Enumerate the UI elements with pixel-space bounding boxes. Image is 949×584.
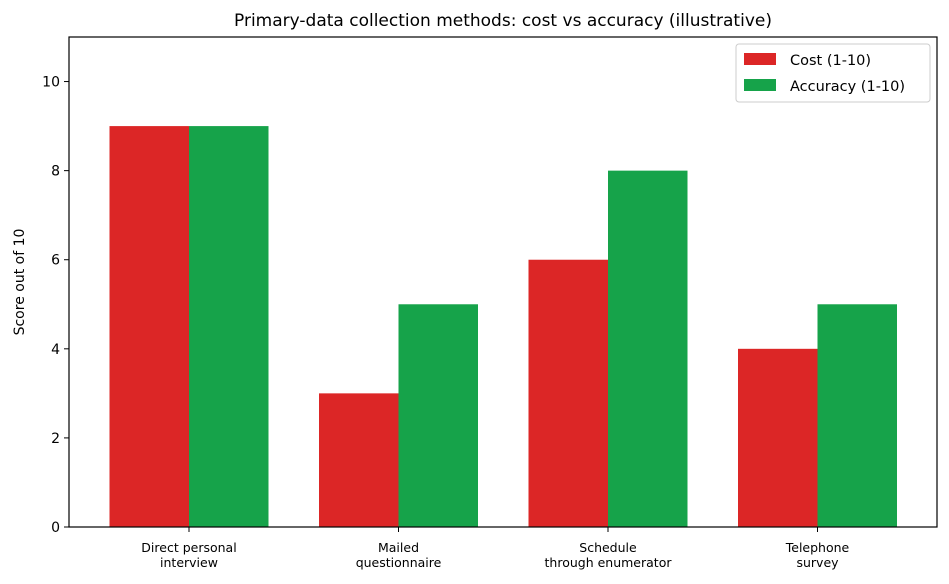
legend-box: [735, 43, 931, 103]
legend-swatch-1: [744, 79, 776, 91]
y-tick-label-5: 10: [42, 75, 60, 91]
bars-group: [109, 126, 897, 528]
bar-cost-3: [738, 348, 818, 527]
y-tick-label-2: 4: [51, 342, 60, 358]
x-tick-label-0: Direct personal interview: [141, 540, 236, 570]
plot-frame: [68, 36, 938, 528]
bar-cost-1: [319, 393, 399, 527]
y-tick-label-1: 2: [51, 431, 60, 447]
x-tick-label-1: Mailed questionnaire: [356, 540, 442, 570]
y-tick-label-3: 6: [51, 253, 60, 269]
x-axis-ticks: Direct personal interview Mailed questionna…: [141, 527, 850, 570]
bar-accuracy-1: [398, 304, 478, 527]
x-tick-label-3: Telephone survey: [785, 540, 850, 570]
y-axis-ticks: 0 2 4 6 8 10: [42, 75, 69, 536]
bar-accuracy-0: [189, 126, 269, 527]
y-tick-label-0: 0: [51, 520, 60, 536]
bar-cost-2: [528, 259, 608, 527]
bar-cost-0: [109, 126, 189, 527]
legend: Cost (1-10) Accuracy (1-10): [735, 43, 931, 103]
legend-label-0: Cost (1-10): [790, 53, 871, 69]
bar-accuracy-2: [608, 170, 688, 528]
y-tick-label-4: 8: [51, 164, 60, 180]
chart-title: Primary-data collection methods: cost vs…: [234, 11, 772, 31]
legend-label-1: Accuracy (1-10): [790, 79, 905, 95]
bar-accuracy-3: [817, 304, 897, 527]
x-tick-label-2: Schedule through enumerator: [545, 540, 673, 570]
legend-swatch-0: [744, 53, 776, 65]
y-axis-label: Score out of 10: [12, 229, 28, 336]
